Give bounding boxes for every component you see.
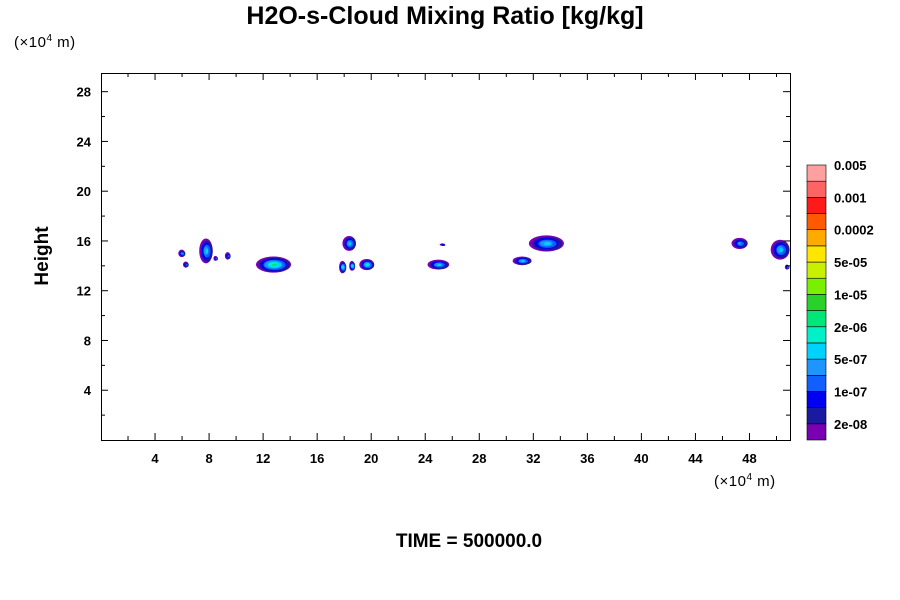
colorbar-swatch <box>806 164 827 182</box>
cloud-patch <box>342 235 356 251</box>
plot-frame <box>101 73 791 441</box>
cloud-patch <box>224 252 231 260</box>
cloud-contour <box>205 248 209 254</box>
colorbar-swatch <box>806 245 827 263</box>
colorbar-swatch <box>806 277 827 295</box>
cloud-patch <box>199 238 213 264</box>
x-tick-label: 32 <box>526 451 540 466</box>
cloud-contour <box>271 263 278 267</box>
y-axis-unit: (×104 m) <box>14 33 76 51</box>
cloud-patch <box>359 258 375 271</box>
x-tick-label: 12 <box>256 451 270 466</box>
colorbar-swatch <box>806 423 827 441</box>
cloud-field <box>178 235 790 274</box>
colorbar-label: 2e-06 <box>834 320 867 335</box>
cloud-contour <box>779 248 783 252</box>
cloud-contour <box>544 242 551 246</box>
y-tick-label: 24 <box>77 134 92 149</box>
colorbar-swatch <box>806 197 827 214</box>
x-tick-label: 28 <box>472 451 486 466</box>
x-tick-label: 44 <box>688 451 703 466</box>
cloud-contour <box>737 242 742 245</box>
cloud-contour <box>365 263 368 266</box>
x-tick-label: 16 <box>310 451 324 466</box>
cloud-patch <box>427 259 450 270</box>
cloud-patch <box>213 255 218 261</box>
x-tick-label: 20 <box>364 451 378 466</box>
y-tick-label: 20 <box>77 184 91 199</box>
cloud-patch <box>439 243 446 246</box>
y-tick-label: 28 <box>77 85 91 100</box>
colorbar-label: 5e-05 <box>834 255 867 270</box>
cloud-contour <box>341 266 344 269</box>
x-tick-label: 24 <box>418 451 433 466</box>
cloud-contour <box>227 255 230 258</box>
colorbar-swatch <box>806 310 827 328</box>
cloud-contour <box>437 263 442 266</box>
colorbar-label: 5e-07 <box>834 352 867 367</box>
cloud-contour <box>215 257 218 260</box>
colorbar-label: 0.001 <box>834 190 867 205</box>
colorbar-label: 0.005 <box>834 158 867 173</box>
x-tick-label: 40 <box>634 451 648 466</box>
cloud-patch <box>528 235 564 252</box>
cloud-contour <box>441 243 444 246</box>
colorbar-swatch <box>806 358 827 376</box>
colorbar-swatch <box>806 213 827 231</box>
cloud-patch <box>770 239 790 260</box>
colorbar-swatch <box>806 180 827 198</box>
y-tick-label: 8 <box>84 333 91 348</box>
x-axis-unit: (×104 m) <box>714 472 776 490</box>
cloud-patch <box>731 237 748 250</box>
colorbar-label: 1e-05 <box>834 287 867 302</box>
cloud-patch <box>512 256 532 266</box>
colorbar-swatch <box>806 342 827 360</box>
colorbar-swatch <box>806 407 827 425</box>
cloud-patch <box>178 249 186 258</box>
x-tick-label: 4 <box>151 451 159 466</box>
colorbar-label: 2e-08 <box>834 417 867 432</box>
x-tick-label: 36 <box>580 451 594 466</box>
chart-title: H2O-s-Cloud Mixing Ratio [kg/kg] <box>246 2 644 30</box>
colorbar-swatch <box>806 261 827 279</box>
cloud-contour <box>350 264 353 267</box>
cloud-patch <box>339 260 347 274</box>
cloud-contour <box>521 260 525 263</box>
time-label: TIME = 500000.0 <box>395 531 543 552</box>
colorbar-label: 0.0002 <box>834 223 874 238</box>
y-tick-label: 16 <box>77 234 91 249</box>
colorbar-swatch <box>806 374 827 392</box>
cloud-contour <box>786 266 789 269</box>
x-tick-label: 48 <box>742 451 756 466</box>
colorbar-swatch <box>806 391 827 408</box>
cloud-contour <box>185 263 188 266</box>
colorbar-label: 1e-07 <box>834 384 867 399</box>
cloud-contour <box>348 242 352 246</box>
y-tick-label: 12 <box>77 284 91 299</box>
colorbar: 2e-08 1e-07 5e-07 2e-06 1e-05 5e-05 0.0002 0.00… <box>806 158 874 441</box>
x-tick-label: 8 <box>205 451 212 466</box>
y-tick-label: 4 <box>84 383 92 398</box>
cloud-patch <box>784 264 790 270</box>
colorbar-swatch <box>806 294 827 311</box>
colorbar-swatch <box>806 229 827 247</box>
cloud-contour <box>180 252 183 255</box>
cloud-patch <box>183 261 189 268</box>
colorbar-swatch <box>806 326 827 344</box>
cloud-patch <box>349 260 356 271</box>
cloud-patch <box>255 256 292 273</box>
